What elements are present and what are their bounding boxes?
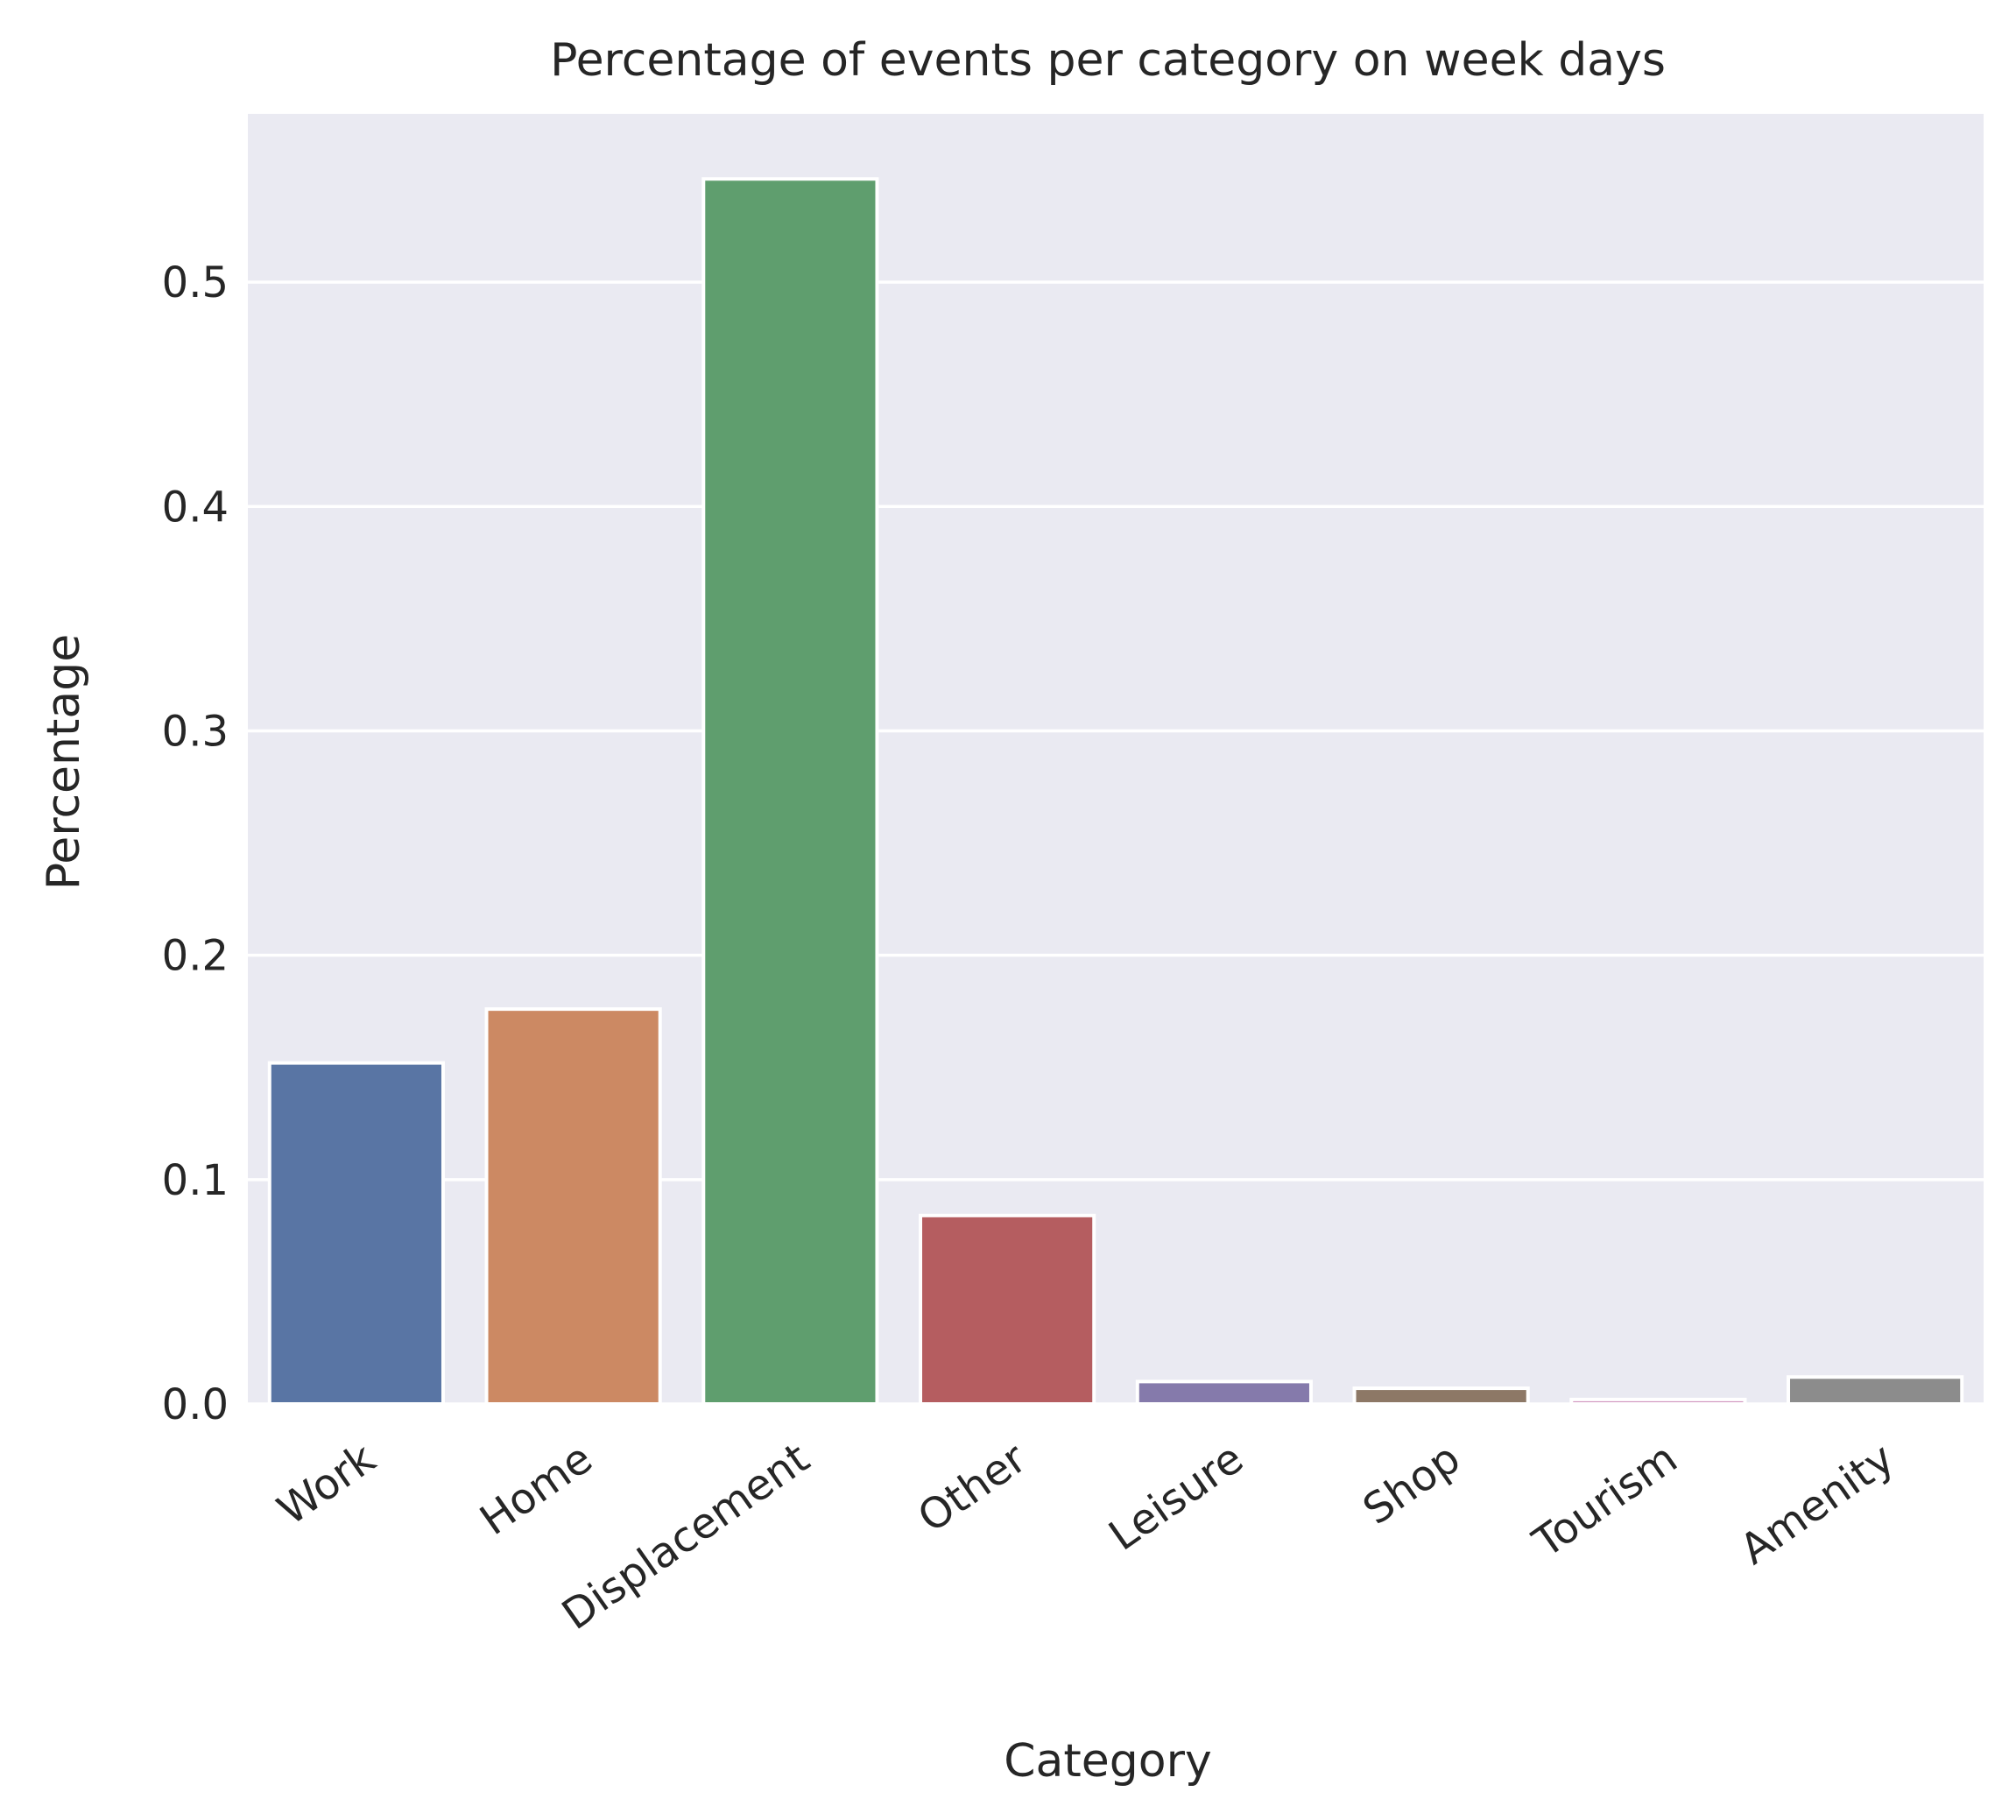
bars bbox=[267, 177, 1964, 1407]
x-tick-label: Home bbox=[471, 1434, 601, 1545]
bar-other bbox=[919, 1213, 1096, 1407]
x-tick-label: Tourism bbox=[1524, 1434, 1686, 1568]
x-tick-label: Work bbox=[269, 1434, 384, 1535]
y-tick-label: 0.2 bbox=[162, 932, 229, 981]
x-tick-label: Amenity bbox=[1731, 1434, 1903, 1575]
chart-title: Percentage of events per category on wee… bbox=[550, 34, 1666, 87]
bar-displacement bbox=[701, 177, 879, 1407]
bar-home bbox=[484, 1007, 662, 1406]
x-tick-label: Shop bbox=[1354, 1434, 1469, 1534]
y-tick-label: 0.1 bbox=[162, 1156, 229, 1205]
bar-shop bbox=[1352, 1386, 1530, 1407]
y-tick-label: 0.4 bbox=[162, 483, 229, 532]
y-tick-label: 0.3 bbox=[162, 707, 229, 756]
y-axis-ticks: 0.0 0.1 0.2 0.3 0.4 0.5 bbox=[162, 258, 229, 1429]
y-axis-label: Percentage bbox=[38, 634, 90, 891]
bar-leisure bbox=[1135, 1379, 1313, 1406]
bar-tourism bbox=[1569, 1397, 1747, 1406]
bar-work bbox=[267, 1061, 445, 1406]
x-tick-label: Other bbox=[909, 1434, 1035, 1542]
x-axis-label: Category bbox=[1004, 1735, 1212, 1788]
bar-amenity bbox=[1787, 1375, 1964, 1407]
y-tick-label: 0.0 bbox=[162, 1380, 229, 1429]
x-tick-label: Leisure bbox=[1100, 1434, 1251, 1561]
y-tick-label: 0.5 bbox=[162, 258, 229, 307]
